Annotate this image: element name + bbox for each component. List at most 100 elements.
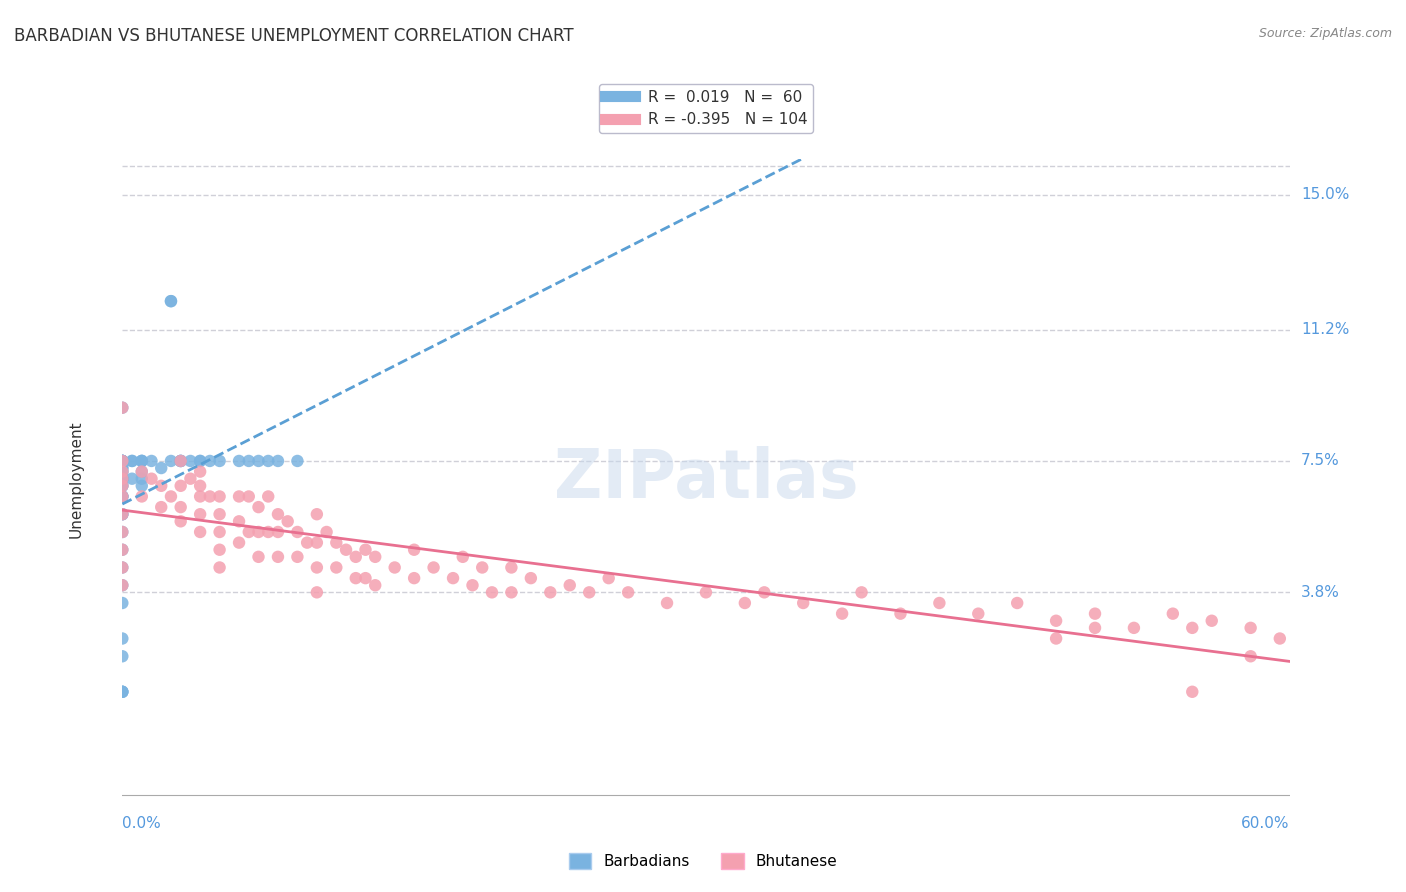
Point (695, 585, 717, 599)
Point (111, 507, 134, 521)
Point (170, 454, 193, 468)
Point (111, 524, 134, 539)
Point (198, 454, 221, 468)
Point (121, 454, 143, 468)
Point (111, 472, 134, 486)
Point (598, 571, 620, 585)
Point (208, 454, 231, 468)
Point (257, 490, 280, 504)
Point (188, 454, 211, 468)
Point (131, 465, 153, 479)
Point (295, 535, 318, 549)
Point (111, 578, 134, 592)
Point (228, 490, 250, 504)
Point (257, 524, 280, 539)
Point (344, 549, 367, 564)
Point (111, 490, 134, 504)
Point (111, 490, 134, 504)
Point (160, 294, 183, 309)
Point (538, 585, 561, 599)
Point (558, 578, 581, 592)
Point (111, 524, 134, 539)
Point (305, 535, 328, 549)
Point (287, 524, 309, 539)
Point (404, 571, 426, 585)
Point (441, 571, 464, 585)
Point (170, 454, 193, 468)
Text: ZIPatlas: ZIPatlas (554, 446, 858, 512)
Point (228, 535, 250, 549)
Point (1181, 621, 1204, 635)
Point (111, 401, 134, 415)
Point (111, 401, 134, 415)
Point (111, 454, 134, 468)
Point (188, 454, 211, 468)
Point (247, 500, 270, 515)
Point (111, 454, 134, 468)
Point (111, 461, 134, 475)
Point (111, 490, 134, 504)
Point (238, 454, 260, 468)
Point (111, 685, 134, 699)
Point (188, 524, 211, 539)
Point (305, 585, 328, 599)
Point (792, 596, 814, 610)
Point (315, 524, 337, 539)
Point (170, 479, 193, 493)
Point (238, 490, 260, 504)
Point (404, 542, 426, 557)
Point (928, 596, 950, 610)
Point (1005, 596, 1028, 610)
Point (208, 490, 231, 504)
Point (160, 490, 183, 504)
Point (150, 500, 173, 515)
Point (501, 585, 523, 599)
Text: 15.0%: 15.0% (1301, 187, 1350, 202)
Point (1122, 621, 1144, 635)
Point (1084, 621, 1107, 635)
Text: 3.8%: 3.8% (1301, 585, 1340, 599)
Point (111, 578, 134, 592)
Point (160, 454, 183, 468)
Point (967, 607, 990, 621)
Point (131, 454, 153, 468)
Point (111, 465, 134, 479)
Point (1045, 614, 1067, 628)
Point (364, 578, 387, 592)
Point (188, 465, 211, 479)
Point (655, 596, 678, 610)
Legend: Barbadians, Bhutanese: Barbadians, Bhutanese (562, 847, 844, 875)
Point (188, 490, 211, 504)
Point (257, 454, 280, 468)
Point (131, 472, 153, 486)
Point (111, 685, 134, 699)
Point (198, 490, 221, 504)
Point (111, 454, 134, 468)
Point (111, 472, 134, 486)
Point (1161, 607, 1184, 621)
Point (1268, 632, 1291, 646)
Point (617, 585, 640, 599)
Point (111, 542, 134, 557)
Point (1240, 621, 1263, 635)
Point (111, 490, 134, 504)
Point (851, 585, 873, 599)
Point (188, 507, 211, 521)
Point (121, 454, 143, 468)
Point (481, 585, 503, 599)
Point (141, 472, 163, 486)
Point (354, 542, 377, 557)
Point (335, 542, 357, 557)
Text: Source: ZipAtlas.com: Source: ZipAtlas.com (1258, 27, 1392, 40)
Text: 0.0%: 0.0% (122, 816, 162, 831)
Point (267, 524, 290, 539)
Point (1181, 685, 1204, 699)
Point (247, 549, 270, 564)
Point (111, 685, 134, 699)
Point (111, 649, 134, 664)
Point (170, 514, 193, 528)
Point (354, 571, 377, 585)
Point (111, 507, 134, 521)
Point (325, 560, 347, 574)
Point (111, 465, 134, 479)
